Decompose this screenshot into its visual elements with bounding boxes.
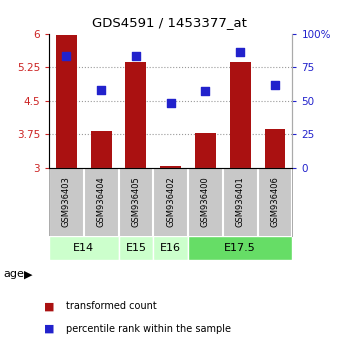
Text: age: age bbox=[3, 269, 24, 279]
Bar bbox=[195, 133, 216, 167]
Point bbox=[168, 101, 173, 106]
Bar bbox=[230, 62, 251, 167]
Point bbox=[98, 87, 104, 93]
Bar bbox=[153, 236, 188, 260]
Text: ■: ■ bbox=[44, 324, 54, 333]
Text: ■: ■ bbox=[44, 301, 54, 311]
Text: transformed count: transformed count bbox=[66, 301, 156, 311]
Point bbox=[133, 53, 139, 59]
Bar bbox=[49, 236, 119, 260]
Bar bbox=[160, 166, 181, 167]
Point bbox=[64, 53, 69, 59]
Point bbox=[238, 50, 243, 55]
Bar bbox=[188, 236, 292, 260]
Text: E14: E14 bbox=[73, 243, 94, 253]
Text: GSM936405: GSM936405 bbox=[131, 176, 140, 227]
Text: GDS4591 / 1453377_at: GDS4591 / 1453377_at bbox=[92, 16, 246, 29]
Text: ▶: ▶ bbox=[24, 269, 33, 279]
Bar bbox=[265, 129, 285, 167]
Bar bbox=[119, 236, 153, 260]
Bar bbox=[91, 131, 112, 167]
Text: GSM936403: GSM936403 bbox=[62, 176, 71, 227]
Text: GSM936402: GSM936402 bbox=[166, 176, 175, 227]
Text: GSM936401: GSM936401 bbox=[236, 176, 245, 227]
Text: GSM936406: GSM936406 bbox=[270, 176, 280, 227]
Text: GSM936404: GSM936404 bbox=[97, 176, 106, 227]
Text: E15: E15 bbox=[125, 243, 146, 253]
Text: percentile rank within the sample: percentile rank within the sample bbox=[66, 324, 231, 333]
Text: E17.5: E17.5 bbox=[224, 243, 256, 253]
Text: E16: E16 bbox=[160, 243, 181, 253]
Point bbox=[272, 82, 278, 87]
Text: GSM936400: GSM936400 bbox=[201, 176, 210, 227]
Bar bbox=[56, 35, 77, 167]
Bar bbox=[125, 62, 146, 167]
Point bbox=[203, 88, 208, 94]
